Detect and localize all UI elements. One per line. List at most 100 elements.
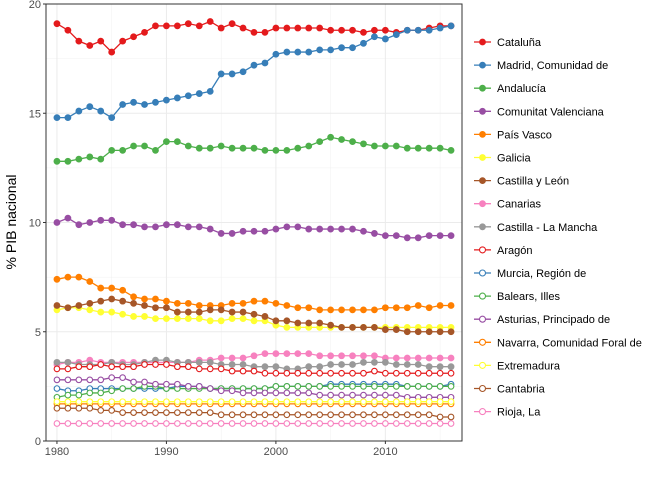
data-point: [349, 398, 356, 406]
data-point: [360, 411, 367, 419]
data-point: [447, 354, 455, 362]
data-point: [86, 398, 94, 406]
data-point: [184, 363, 192, 371]
data-point: [294, 398, 302, 406]
data-point: [53, 358, 61, 366]
data-point: [381, 26, 389, 34]
data-point: [130, 378, 137, 386]
data-point: [425, 304, 433, 312]
data-point: [53, 302, 61, 309]
data-point: [414, 354, 422, 362]
data-point: [250, 398, 258, 406]
data-point: [195, 223, 203, 231]
data-point: [228, 387, 236, 395]
legend: Cataluña Madrid, Comunidad de Andalucía Com…: [474, 37, 642, 419]
data-point: [338, 26, 345, 34]
data-point: [97, 308, 105, 316]
data-point: [239, 308, 247, 316]
data-point: [371, 358, 378, 366]
data-point: [338, 225, 345, 233]
legend-item: País Vasco: [474, 129, 552, 141]
data-point: [228, 230, 236, 237]
data-point: [392, 142, 400, 150]
data-point: [163, 304, 170, 312]
legend-item: Andalucía: [474, 83, 547, 95]
data-point: [75, 391, 83, 399]
data-point: [382, 420, 389, 427]
data-point: [371, 323, 378, 331]
data-point: [64, 420, 72, 427]
data-point: [64, 26, 72, 34]
data-point: [130, 142, 137, 150]
data-point: [217, 387, 225, 395]
data-point: [360, 227, 367, 235]
data-point: [130, 221, 137, 229]
data-point: [403, 361, 411, 368]
data-point: [316, 319, 324, 327]
data-point: [108, 216, 116, 224]
data-point: [283, 302, 291, 309]
legend-key-marker: [479, 61, 486, 69]
data-point: [152, 22, 159, 30]
data-point: [206, 88, 214, 95]
data-point: [425, 363, 433, 371]
data-point: [327, 383, 334, 390]
data-point: [316, 383, 324, 390]
data-point: [272, 411, 280, 419]
data-point: [228, 361, 236, 368]
data-point: [261, 227, 269, 235]
series-group: [53, 404, 455, 421]
legend-label: Madrid, Comunidad de: [497, 60, 608, 72]
data-point: [184, 398, 192, 406]
data-point: [130, 409, 137, 416]
data-point: [305, 24, 313, 32]
data-point: [392, 361, 400, 368]
data-point: [119, 221, 127, 229]
data-point: [174, 363, 181, 371]
data-point: [228, 70, 236, 78]
data-point: [174, 409, 181, 416]
data-point: [184, 315, 192, 323]
legend-item: Galicia: [474, 153, 532, 165]
data-point: [152, 295, 159, 303]
data-point: [250, 144, 258, 152]
legend-key-marker: [479, 84, 486, 92]
data-point: [206, 398, 214, 406]
data-point: [414, 144, 422, 152]
data-point: [184, 223, 192, 231]
data-point: [371, 383, 378, 390]
data-point: [349, 306, 356, 314]
data-point: [141, 295, 148, 303]
data-point: [316, 363, 324, 371]
data-point: [349, 411, 356, 419]
data-point: [119, 297, 127, 305]
legend-item: Madrid, Comunidad de: [474, 60, 608, 72]
data-point: [130, 293, 137, 301]
data-point: [75, 363, 83, 371]
data-point: [283, 350, 291, 358]
data-point: [283, 223, 291, 231]
data-point: [447, 413, 455, 421]
data-point: [163, 380, 170, 388]
data-point: [152, 146, 159, 154]
data-point: [108, 114, 116, 122]
data-point: [141, 29, 148, 36]
data-point: [206, 225, 214, 233]
data-point: [97, 284, 105, 292]
data-point: [261, 363, 269, 371]
data-point: [425, 398, 433, 406]
data-point: [403, 26, 411, 34]
data-point: [436, 24, 444, 32]
data-point: [97, 155, 105, 163]
data-point: [414, 420, 422, 427]
legend-label: Balears, Illes: [497, 291, 560, 303]
data-point: [436, 398, 444, 406]
legend-label: Canarias: [497, 199, 542, 211]
data-point: [141, 361, 148, 368]
x-tick-label: 1990: [154, 446, 178, 458]
data-point: [403, 420, 411, 427]
data-point: [152, 304, 159, 312]
data-point: [392, 411, 400, 419]
data-point: [414, 234, 422, 242]
data-point: [414, 26, 422, 34]
